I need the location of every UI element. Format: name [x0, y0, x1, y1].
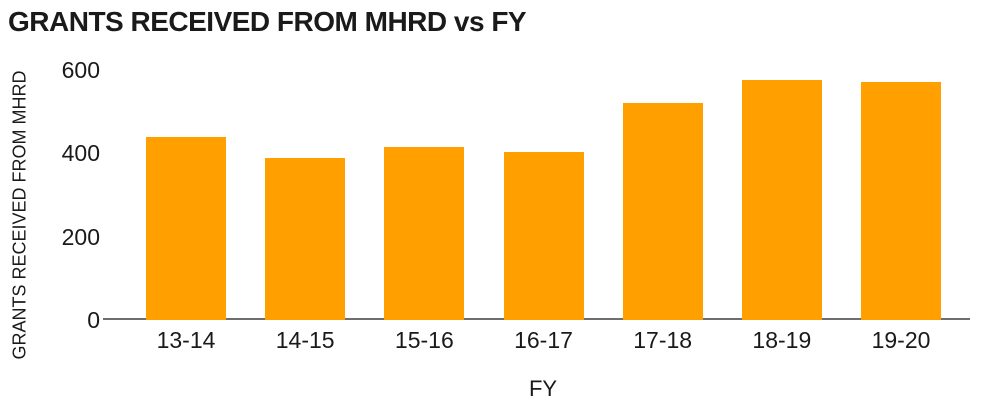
x-tick-19-20: 19-20 — [871, 327, 931, 353]
x-tick-18-19: 18-19 — [752, 327, 812, 353]
y-tick-600: 600 — [61, 57, 100, 83]
bar-13-14 — [146, 137, 226, 320]
x-tick-13-14: 13-14 — [156, 327, 216, 353]
x-axis-label: FY — [528, 376, 558, 401]
bar-18-19 — [741, 80, 822, 320]
bar-19-20 — [861, 82, 942, 320]
y-tick-200: 200 — [61, 223, 100, 250]
x-tick-17-18: 17-18 — [633, 327, 693, 353]
chart-title: GRANTS RECEIVED FROM MHRD vs FY — [8, 6, 527, 37]
bar-14-15 — [265, 158, 346, 320]
y-tick-0: 0 — [87, 307, 100, 333]
x-tick-16-17: 16-17 — [514, 327, 573, 353]
bar-15-16 — [384, 147, 465, 320]
x-tick-15-16: 15-16 — [394, 327, 454, 353]
x-tick-14-15: 14-15 — [275, 327, 335, 353]
bar-17-18 — [622, 103, 703, 320]
y-tick-400: 400 — [61, 140, 100, 167]
bar-16-17 — [503, 152, 584, 320]
